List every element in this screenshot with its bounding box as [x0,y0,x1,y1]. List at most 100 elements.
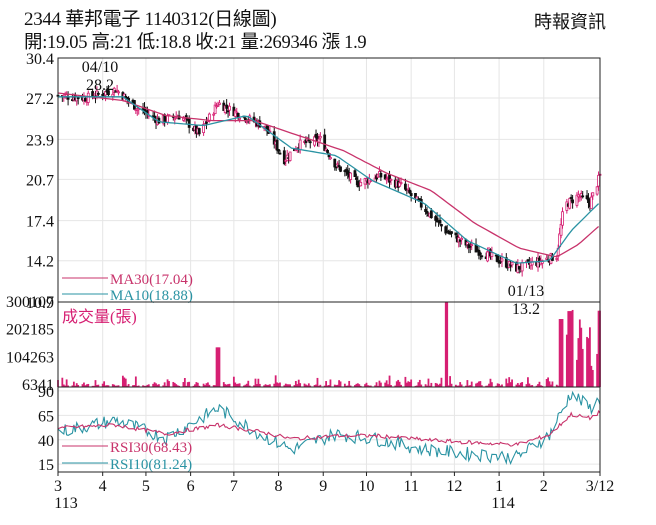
volume-bar [101,383,104,387]
price-y-tick: 20.7 [26,172,54,189]
candle-body [389,179,393,181]
rsi-y-tick: 65 [38,408,54,425]
volume-bar [284,383,287,387]
volume-bar [234,382,237,387]
volume-bar [576,359,578,387]
volume-bar [367,385,369,387]
volume-bar [469,385,472,387]
volume-bar [417,382,420,387]
candle-body [465,241,469,245]
volume-bar [426,385,428,387]
candle-body [277,149,280,152]
volume-bar [541,385,544,387]
candle-body [383,174,387,180]
volume-bar [299,383,302,387]
volume-bar [521,382,524,387]
volume-bar [188,381,191,387]
volume-bar [318,385,320,387]
volume-bar [227,384,229,387]
volume-bar [257,378,260,387]
volume-bar [439,383,441,387]
candle-body [414,193,417,199]
price-legend-label: MA10(18.88) [110,288,193,304]
candle-body [480,255,484,258]
volume-bar [143,385,146,387]
candle-body [245,121,249,123]
volume-bar [346,385,349,387]
volume-bar [178,385,180,387]
volume-bar [490,382,493,387]
volume-bar [71,385,74,387]
volume-bar [303,383,306,387]
volume-bar [268,384,271,387]
volume-bar [244,384,247,387]
volume-bar [297,379,300,387]
volume-bar [515,384,518,387]
volume-bar [104,385,107,387]
volume-bar [408,381,411,387]
volume-bar [560,319,562,387]
candle-body [115,89,119,92]
volume-bar [597,310,600,387]
volume-bar [414,385,417,387]
candle-body [568,197,572,209]
volume-bar [356,383,359,387]
volume-bar [114,385,117,387]
volume-bar [405,382,408,387]
candle-body [486,251,489,262]
volume-bar [547,377,550,387]
candle-body [415,196,419,200]
volume-bar [85,384,88,387]
volume-bar [97,384,100,387]
volume-bar [123,377,126,387]
volume-bar [245,383,248,387]
candle-body [275,139,279,151]
volume-bar [390,384,392,387]
volume-bar [345,385,348,387]
candle-body [354,177,358,180]
volume-bar [338,380,340,387]
volume-bar [488,383,490,387]
volume-bar [496,383,499,387]
volume-bar [355,383,358,387]
volume-bar [577,338,580,387]
candle-body [510,262,514,266]
candle-body [83,97,87,102]
volume-bar [286,384,289,387]
candle-body [569,197,573,199]
volume-bar [349,385,352,387]
volume-bar [163,382,166,387]
volume-bar [446,302,449,387]
volume-bar [377,385,379,387]
candle-body [440,224,443,227]
volume-bar [548,381,551,387]
volume-bar [398,381,401,387]
volume-bar [315,384,317,387]
volume-bar [183,378,186,387]
candle-body [470,244,474,247]
candle-body [504,257,508,268]
candle-body [235,111,239,114]
volume-bar [326,385,329,387]
volume-bar [137,385,140,387]
volume-bar [182,382,185,387]
volume-bar [518,384,521,387]
volume-bar [529,385,532,387]
volume-bar [578,319,581,387]
volume-bar [499,385,502,387]
volume-bar [454,384,457,387]
quote-summary: 開:19.05 高:21 低:18.8 收:21 量:269346 漲 1.9 [24,33,367,53]
volume-bar [208,384,211,387]
volume-bar [581,348,584,387]
volume-bar [279,382,281,387]
volume-bar [434,382,437,387]
volume-bar [470,381,473,387]
volume-bar [508,377,511,387]
volume-y-tick: 6341 [22,377,54,394]
price-y-tick: 10.9 [26,295,54,312]
volume-bar [384,382,387,387]
candle-body [288,151,292,161]
volume-bar [64,385,67,387]
candle-body [326,150,329,153]
